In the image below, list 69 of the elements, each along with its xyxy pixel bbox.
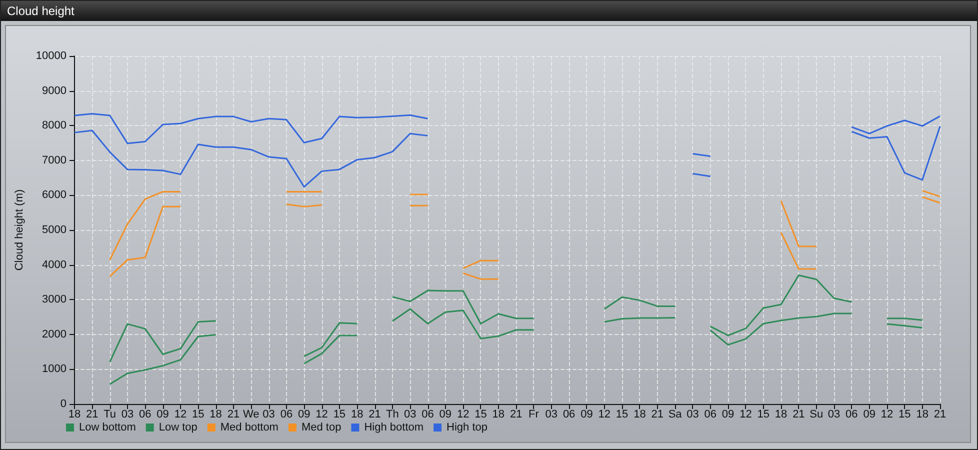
x-tick-label: 21 bbox=[510, 408, 522, 420]
x-tick-label: 15 bbox=[333, 408, 346, 420]
x-tick-label: We bbox=[242, 408, 260, 420]
x-tick-label: 03 bbox=[828, 408, 840, 420]
x-tick-label: Tu bbox=[104, 408, 116, 420]
x-tick-label: 18 bbox=[916, 408, 928, 420]
x-tick-label: 09 bbox=[298, 408, 310, 420]
chart-title: Cloud height bbox=[1, 1, 977, 21]
legend-label: Med top bbox=[301, 422, 342, 434]
x-tick-label: 12 bbox=[880, 408, 894, 420]
x-tick-label: 03 bbox=[404, 408, 416, 420]
x-tick-label: 21 bbox=[86, 408, 98, 420]
x-tick-label: 15 bbox=[474, 408, 487, 420]
x-tick-label: 03 bbox=[545, 408, 558, 420]
x-tick-label: 21 bbox=[368, 408, 381, 420]
x-tick-label: 21 bbox=[934, 408, 946, 420]
y-tick-label: 7000 bbox=[42, 154, 66, 166]
x-tick-label: 06 bbox=[280, 408, 293, 420]
y-tick-label: 9000 bbox=[42, 84, 66, 97]
x-tick-label: 03 bbox=[121, 408, 134, 420]
x-tick-label: 06 bbox=[139, 408, 152, 420]
y-tick-label: 0 bbox=[60, 398, 66, 410]
x-tick-label: 03 bbox=[262, 408, 275, 420]
x-tick-label: 09 bbox=[863, 408, 876, 420]
x-tick-label: 12 bbox=[598, 408, 611, 420]
x-tick-label: 09 bbox=[722, 408, 734, 420]
y-tick-label: 8000 bbox=[42, 120, 66, 132]
y-tick-label: 1000 bbox=[42, 363, 66, 376]
legend-label: Low top bbox=[158, 422, 198, 434]
x-tick-label: 09 bbox=[156, 408, 169, 420]
y-tick-label: 2000 bbox=[42, 328, 66, 340]
x-tick-label: Th bbox=[386, 408, 399, 420]
x-tick-label: 18 bbox=[68, 408, 81, 420]
legend-label: Low bottom bbox=[79, 422, 136, 434]
x-tick-label: 18 bbox=[350, 408, 364, 420]
x-tick-label: 15 bbox=[616, 408, 628, 420]
y-tick-label: 10000 bbox=[36, 50, 66, 62]
x-tick-label: 21 bbox=[792, 408, 805, 420]
legend-label: High top bbox=[446, 422, 488, 434]
x-tick-label: 12 bbox=[174, 408, 187, 420]
y-tick-label: 4000 bbox=[42, 258, 66, 271]
x-tick-label: 18 bbox=[492, 408, 505, 420]
x-tick-label: 12 bbox=[316, 408, 328, 420]
x-tick-label: 06 bbox=[846, 408, 858, 420]
legend-label: Med bottom bbox=[220, 422, 278, 434]
x-tick-label: 18 bbox=[210, 408, 222, 420]
x-tick-label: 12 bbox=[740, 408, 752, 420]
x-tick-label: 15 bbox=[757, 408, 770, 420]
x-tick-label: Fr bbox=[528, 408, 540, 420]
x-tick-label: 21 bbox=[227, 408, 240, 420]
x-tick-label: 18 bbox=[774, 408, 788, 420]
y-tick-label: 5000 bbox=[42, 224, 66, 236]
x-tick-label: 06 bbox=[704, 408, 716, 420]
x-tick-label: 21 bbox=[651, 408, 664, 420]
y-tick-label: 3000 bbox=[42, 294, 66, 306]
x-tick-label: 03 bbox=[686, 408, 699, 420]
x-tick-label: 06 bbox=[422, 408, 434, 420]
x-tick-label: 18 bbox=[634, 408, 646, 420]
x-tick-label: 15 bbox=[192, 408, 204, 420]
x-tick-label: 06 bbox=[562, 408, 576, 420]
x-tick-label: Sa bbox=[668, 408, 683, 420]
x-tick-label: 09 bbox=[439, 408, 452, 420]
x-tick-label: 15 bbox=[898, 408, 911, 420]
y-tick-label: 6000 bbox=[42, 189, 66, 202]
y-axis-title: Cloud height (m) bbox=[14, 189, 26, 271]
legend-label: High bottom bbox=[364, 422, 424, 434]
x-tick-label: Su bbox=[810, 408, 824, 420]
x-tick-label: 09 bbox=[580, 408, 593, 420]
x-tick-label: 12 bbox=[456, 408, 470, 420]
